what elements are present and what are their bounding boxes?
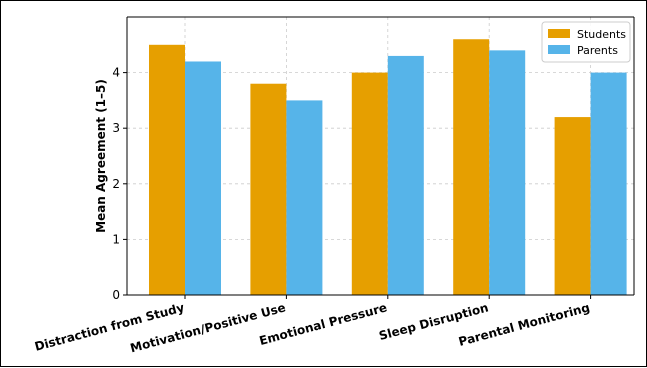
y-ticks: 0 1 2 3 4 [112,66,127,302]
bar-students-1 [250,83,287,295]
bar-students-2 [351,72,388,295]
legend-swatch-students [548,29,570,38]
legend: Students Parents [541,21,631,63]
bar-students-4 [554,117,591,295]
axes [126,16,635,296]
x-ticks: Distraction from StudyMotivation/Positiv… [33,295,591,355]
legend-label-students: Students [577,28,626,41]
bar-parents-0 [185,61,221,296]
bar-students-3 [453,39,490,295]
bars [149,39,627,296]
bar-parents-3 [489,50,526,295]
bar-parents-4 [590,72,627,295]
bar-students-0 [149,44,185,295]
y-tick-label: 3 [112,121,120,135]
y-axis-label: Mean Agreement (1–5) [94,79,108,233]
bar-parents-1 [286,100,323,296]
y-tick-label: 0 [112,288,120,302]
legend-label-parents: Parents [577,44,618,57]
y-tick-label: 1 [112,232,120,246]
y-tick-label: 4 [112,66,120,80]
legend-swatch-parents [548,45,570,54]
bar-parents-2 [387,55,424,295]
y-tick-label: 2 [112,177,120,191]
